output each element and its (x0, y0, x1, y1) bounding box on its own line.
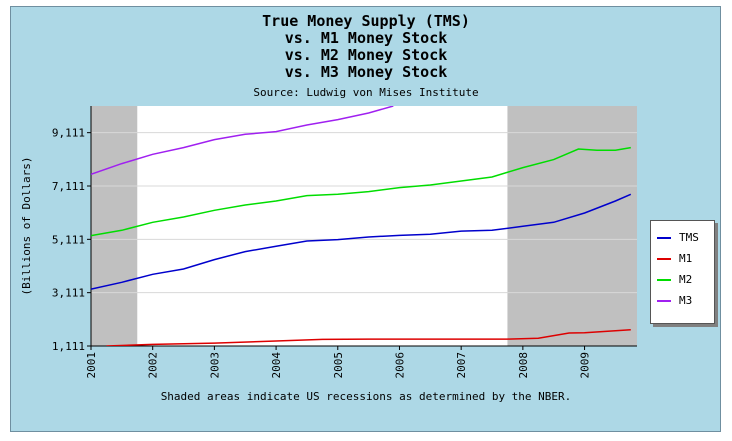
chart-legend: TMS M1 M2 M3 (650, 220, 715, 324)
series-line-m3 (91, 106, 394, 176)
y-tick-label: 3,111 (52, 287, 85, 300)
x-tick-label: 2007 (455, 352, 468, 379)
chart-subtitle: Source: Ludwig von Mises Institute (253, 86, 479, 99)
legend-label: M3 (679, 294, 693, 307)
legend-label: TMS (679, 231, 699, 244)
chart-footer-note: Shaded areas indicate US recessions as d… (160, 390, 572, 403)
x-tick-label: 2008 (517, 352, 530, 379)
chart-title-line-2: vs. M1 Money Stock (284, 29, 448, 47)
y-tick-label: 7,111 (52, 180, 85, 193)
x-tick-label: 2006 (393, 352, 406, 379)
chart-title-line-4: vs. M3 Money Stock (284, 63, 448, 81)
series-line-m1 (106, 329, 631, 346)
chart-title-line-3: vs. M2 Money Stock (284, 46, 448, 64)
y-tick-label: 5,111 (52, 233, 85, 246)
x-tick-label: 2009 (579, 352, 592, 379)
y-tick-label: 9,111 (52, 127, 85, 140)
x-tick-label: 2004 (270, 352, 283, 379)
legend-swatch (657, 237, 671, 239)
legend-swatch (657, 258, 671, 260)
series-line-m2 (91, 146, 631, 237)
series-line-tms (91, 193, 632, 290)
y-tick-label: 1,111 (52, 340, 85, 353)
x-tick-label: 2001 (85, 352, 98, 379)
legend-swatch (657, 279, 671, 281)
legend-swatch (657, 300, 671, 302)
legend-label: M1 (679, 252, 693, 265)
x-tick-label: 2005 (332, 352, 345, 379)
chart-title-line-1: True Money Supply (TMS) (262, 12, 470, 30)
legend-label: M2 (679, 273, 693, 286)
recession-band (91, 106, 138, 346)
y-axis-label: (Billions of Dollars) (20, 156, 33, 295)
x-tick-label: 2002 (147, 352, 160, 379)
x-tick-label: 2003 (208, 352, 221, 379)
